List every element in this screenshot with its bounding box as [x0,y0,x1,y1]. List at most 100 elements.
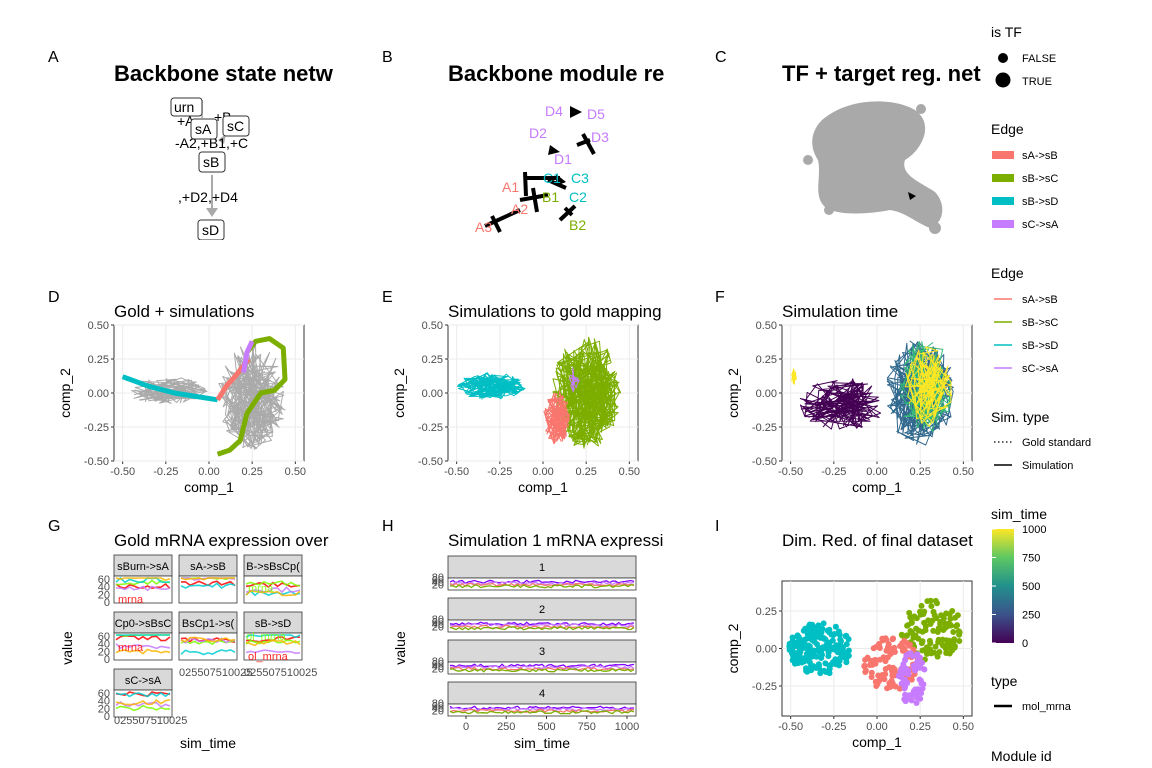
panel-tag-i: I [715,518,719,535]
facet-overlay-label: mrna [118,642,144,654]
legend-edge-line: Edge sA->sB sB->sC sB->sD sC->sA [991,265,1059,375]
facet-expression-line [245,580,301,587]
scatter-point-sb-sd [796,650,803,657]
x-tick-label: 0.00 [532,466,553,478]
legend-edge-line-title: Edge [991,265,1024,281]
legend-mol-mrna: mol_mrna [1022,701,1072,713]
legend-sim-time-tick-label: 250 [1022,610,1040,622]
time-trajectories-steady [791,368,797,385]
state-node-sc [222,115,250,137]
scatter-point-sc-sa [905,667,912,674]
scatter-point-sb-sc [939,642,946,649]
scatter-point-sb-sd [795,660,802,667]
legend-is-tf-true: TRUE [1022,76,1052,88]
legend-is-tf-false: FALSE [1022,53,1056,65]
scatter-point-sb-sd [822,636,829,643]
scatter-point-sb-sc [930,627,937,634]
scatter-point-sa-sb [866,662,873,669]
y-tick-label: -0.50 [418,456,443,468]
scatter-point-sb-sd [790,652,796,659]
scatter-point-sb-sc [956,631,963,638]
facet-y-tick: 20 [432,580,444,592]
scatter-point-sa-sb [899,640,906,647]
facet-y-tick: 40 [432,661,444,673]
x-axis-label: sim_time [180,735,236,751]
scatter-point-sb-sc [924,598,931,605]
y-tick-label: 0.25 [88,354,109,366]
facet-strip-label: Cp0->sBsC [115,618,172,630]
legend-sim-time-tick-label: 500 [1022,581,1040,593]
scatter-point-sa-sb [884,654,891,661]
panel-title-a: Backbone state netw [114,61,334,86]
tf-network [803,101,943,234]
scatter-point-sb-sd [807,648,814,655]
scatter-point-sb-sc [950,641,957,648]
scatter-point-sb-sc [934,629,941,635]
scatter-point-sc-sa [919,685,926,692]
chart-gold-simulations: -0.50 -0.25 0.00 0.25 0.50 0.50 0.25 0.00 -0.25 -… [57,320,306,495]
scatter-point-sb-sd [796,644,802,651]
scatter-point-sb-sd [808,653,815,660]
facet-y-tick: 60 [432,575,444,587]
legend-sim-type-title: Sim. type [991,409,1050,425]
scatter-point-sa-sb [864,654,871,661]
facet-expression-line [115,576,171,584]
scatter-point-sc-sa [908,697,915,704]
facet-strip-label: sA->sB [190,561,226,573]
legend-edge-fill-key [992,197,1014,205]
scatter-point-sa-sb [862,669,869,675]
y-axis-label: comp_2 [391,368,407,418]
panel-title-h: Simulation 1 mRNA expressi [448,531,663,550]
scatter-point-sb-sc [946,650,953,657]
x-tick-label: -0.50 [778,721,803,733]
state-node-burn [170,97,203,117]
module-node-a1: A1 [502,179,519,195]
x-tick-label: 0.00 [198,466,219,478]
y-tick-label: -0.25 [84,422,109,434]
y-tick-label: 0.00 [756,644,777,656]
scatter-point-sb-sd [830,644,837,651]
facet-overlay-label: mrna [248,583,274,595]
chart-dimred-final: -0.50 -0.25 0.00 0.25 0.50 0.25 0.00 -0.25 comp_… [725,580,974,750]
scatter-point-sa-sb [882,666,889,672]
facet-overlay-label: ol_mrna [246,631,287,643]
scatter-point-sb-sd [832,623,839,630]
facet-expression-line [180,648,236,656]
scatter-point-sc-sa [898,674,905,680]
panel-title-f: Simulation time [782,302,898,321]
facet-strip-label: 2 [539,604,545,616]
facet-y-tick: 20 [98,703,110,715]
facet-y-tick: 40 [432,703,444,715]
legend-sim-time-tick-label: 1000 [1022,524,1046,536]
scatter-point-sb-sd [829,637,836,644]
x-tick-label: 0.25 [909,466,930,478]
legend-simulation: Simulation [1022,460,1073,472]
scatter-point-sa-sb [891,644,898,651]
legend-edge-fill-item: sB->sC [1022,173,1058,185]
y-axis-label: comp_2 [725,368,741,418]
scatter-point-sb-sd [789,638,796,644]
y-tick-label: 0.50 [88,320,109,332]
facet-y-tick: 20 [98,646,110,658]
scatter-point-sb-sc [906,609,913,616]
facet-y-tick: 0 [104,597,110,609]
module-node-d2: D2 [529,125,547,141]
y-tick-label: 0.00 [422,388,443,400]
facet-expression-line [245,649,301,655]
x-tick-label: 0.25 [909,721,930,733]
mapped-trajectories-sb-sd [456,372,526,400]
module-node-d3: D3 [591,129,609,145]
legend-edge-fill: Edge sA->sB sB->sC sB->sD sC->sA [991,121,1059,231]
scatter-point-sa-sb [892,683,899,690]
scatter-point-sa-sb [884,685,891,692]
scatter-point-sb-sc [904,622,911,629]
panel-title-i: Dim. Red. of final dataset [782,531,973,550]
scatter-point-sb-sd [816,663,823,670]
legend-sim-time-colorbar [992,529,1014,643]
facet-expression-line [245,590,301,597]
y-axis-label: comp_2 [725,623,741,673]
state-network: urn +A +B -A2,+B1,+C sA sC sB ,+D2,+D4 s… [170,97,250,240]
y-tick-label: 0.50 [422,320,443,332]
x-axis-label: comp_1 [184,479,234,495]
scatter-point-sa-sb [877,674,884,681]
